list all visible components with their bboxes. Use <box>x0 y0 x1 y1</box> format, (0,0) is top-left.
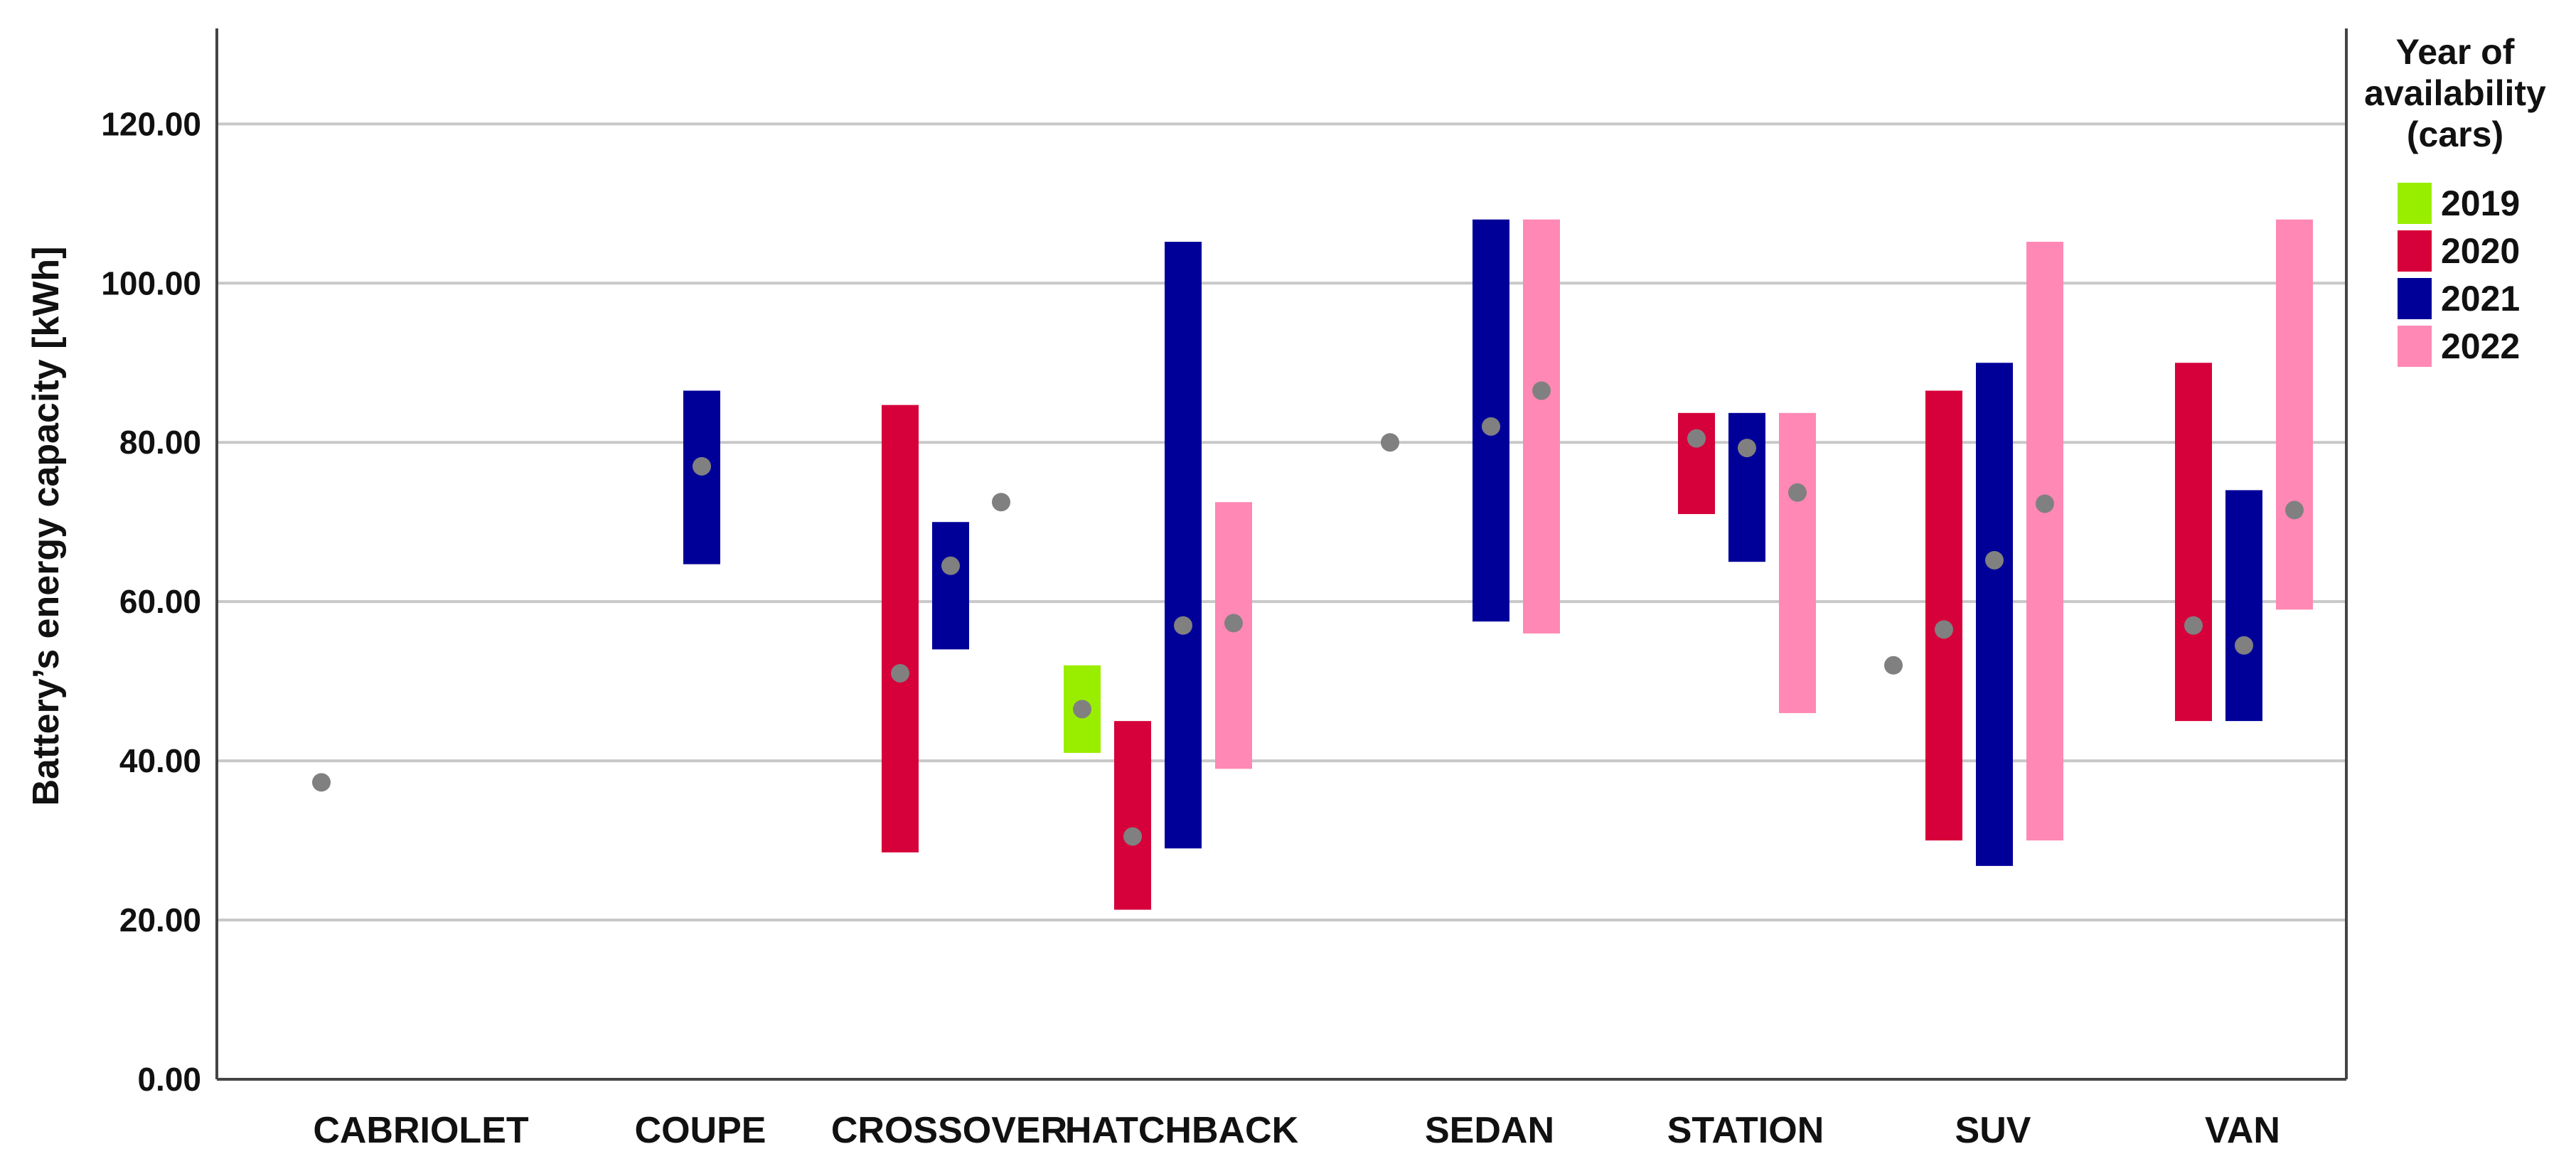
legend-swatch-2020 <box>2398 230 2432 272</box>
legend-swatch-2019 <box>2398 183 2432 224</box>
y-axis-title: Battery’s energy capacity [kWh] <box>26 246 67 806</box>
legend-items: 2019 2020 2021 2022 <box>2398 183 2520 367</box>
range-bar-2022-suv <box>2026 242 2063 841</box>
range-bar-2020-hatchback <box>1114 721 1151 910</box>
mean-marker-2020-suv <box>1935 620 1953 639</box>
legend-title-line: (cars) <box>2407 114 2503 154</box>
range-bar-2021-crossover <box>932 522 969 650</box>
y-tick-label: 60.00 <box>119 583 201 620</box>
x-category-label: CROSSOVER <box>831 1110 1067 1151</box>
range-bar-2022-station <box>1779 412 1816 713</box>
mean-marker-2019-cabriolet <box>312 773 331 792</box>
mean-marker-2020-van <box>2184 616 2203 635</box>
range-bar-2022-van <box>2276 219 2313 610</box>
gridlines <box>217 122 2346 922</box>
mean-marker-2022-sedan <box>1532 381 1551 400</box>
range-bar-2020-suv <box>1925 390 1962 841</box>
mean-marker-2021-coupe <box>693 456 711 476</box>
legend-swatch-2022 <box>2398 326 2432 367</box>
range-bar-2021-van <box>2225 490 2262 722</box>
y-tick-label: 120.00 <box>101 105 201 142</box>
mean-marker-2021-sedan <box>1482 417 1500 436</box>
x-category-label: SEDAN <box>1425 1110 1554 1151</box>
x-category-label: CABRIOLET <box>313 1110 529 1151</box>
legend-title-line: Year of <box>2396 32 2515 72</box>
mean-marker-2022-hatchback <box>1224 614 1243 633</box>
legend-label-2021: 2021 <box>2441 279 2520 319</box>
range-bar-2020-station <box>1678 412 1715 515</box>
x-category-label: SUV <box>1955 1110 2031 1151</box>
y-tick-label: 100.00 <box>101 264 201 301</box>
mean-markers <box>312 381 2304 846</box>
mean-marker-2021-crossover <box>941 556 960 575</box>
legend-title-line: availability <box>2364 73 2546 113</box>
mean-marker-2022-station <box>1788 483 1807 502</box>
mean-marker-2021-suv <box>1985 550 2004 570</box>
range-bar-2022-sedan <box>1523 219 1560 633</box>
mean-marker-2019-hatchback <box>1073 700 1091 719</box>
range-bar-2022-hatchback <box>1215 502 1252 769</box>
range-bar-2021-coupe <box>683 390 720 565</box>
legend-label-2022: 2022 <box>2441 326 2520 366</box>
range-bars <box>683 219 2313 910</box>
y-tick-label: 20.00 <box>119 902 201 939</box>
axes <box>215 28 2348 1081</box>
mean-marker-2019-suv <box>1884 656 1903 675</box>
y-tick-labels: 0.00 20.00 40.00 60.00 80.00 100.00 120.00 <box>101 105 201 1098</box>
legend-swatch-2021 <box>2398 278 2432 319</box>
x-category-label: HATCHBACK <box>1065 1110 1299 1151</box>
mean-marker-2021-van <box>2235 636 2253 655</box>
mean-marker-2020-hatchback <box>1123 827 1142 846</box>
range-bar-2020-van <box>2175 363 2212 722</box>
x-category-label: COUPE <box>635 1110 766 1151</box>
mean-marker-2022-suv <box>2036 494 2054 513</box>
y-tick-label: 40.00 <box>119 742 201 779</box>
mean-marker-2022-crossover <box>992 493 1010 512</box>
mean-marker-2021-station <box>1738 439 1756 458</box>
range-bar-2021-suv <box>1976 363 2013 866</box>
mean-marker-2019-sedan <box>1381 433 1399 452</box>
y-tick-label: 80.00 <box>119 424 201 461</box>
range-bar-2021-hatchback <box>1165 242 1202 849</box>
y-tick-label: 0.00 <box>137 1061 201 1098</box>
mean-marker-2020-station <box>1687 429 1706 448</box>
range-bar-2020-crossover <box>882 405 919 852</box>
x-category-label: VAN <box>2205 1110 2280 1151</box>
legend-label-2020: 2020 <box>2441 231 2520 271</box>
mean-marker-2021-hatchback <box>1174 616 1192 635</box>
x-category-label: STATION <box>1667 1110 1824 1151</box>
mean-marker-2020-crossover <box>891 663 909 683</box>
legend-label-2019: 2019 <box>2441 183 2520 223</box>
range-bar-2021-station <box>1728 412 1765 562</box>
mean-marker-2022-van <box>2285 501 2304 520</box>
